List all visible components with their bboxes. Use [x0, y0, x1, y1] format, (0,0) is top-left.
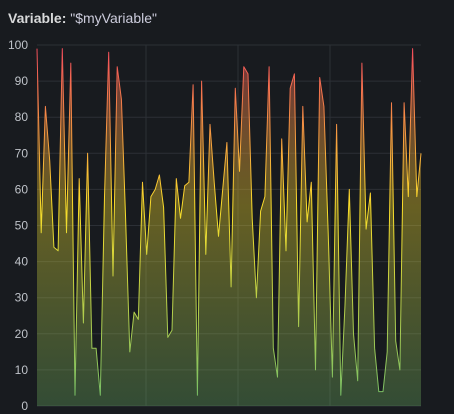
y-tick-label: 20 [15, 327, 29, 341]
y-tick-label: 40 [15, 255, 29, 269]
variable-label: Variable: [8, 10, 67, 26]
y-tick-label: 0 [21, 399, 28, 413]
y-tick-label: 70 [15, 146, 29, 160]
y-tick-label: 100 [8, 38, 28, 52]
panel-header: Variable: "$myVariable" [8, 8, 157, 28]
y-tick-label: 50 [15, 219, 29, 233]
y-tick-label: 80 [15, 110, 29, 124]
series-line [36, 48, 422, 396]
y-axis: 0 10 20 30 40 50 60 70 80 90 100 [8, 38, 28, 413]
y-tick-label: 30 [15, 291, 29, 305]
variable-value: "$myVariable" [70, 10, 157, 26]
y-tick-label: 90 [15, 74, 29, 88]
y-tick-label: 10 [15, 363, 29, 377]
series-layer [36, 48, 422, 406]
y-tick-label: 60 [15, 182, 29, 196]
